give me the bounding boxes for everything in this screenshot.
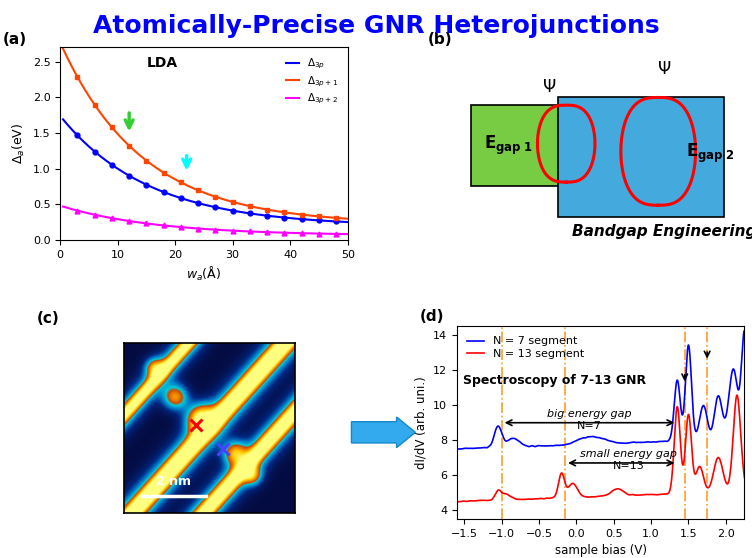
- N = 13 segment: [593, 493, 602, 500]
- N = 7 segment: [679, 408, 688, 415]
- Text: $\mathbf{E_{gap\ 2}}$: $\mathbf{E_{gap\ 2}}$: [686, 142, 735, 165]
- N = 13 segment: [467, 497, 476, 504]
- Text: N=13: N=13: [613, 461, 644, 471]
- N = 7 segment: [732, 376, 741, 382]
- N = 7 segment: [732, 377, 741, 383]
- Text: Bandgap Engineering: Bandgap Engineering: [572, 224, 752, 239]
- Text: $\Psi$: $\Psi$: [656, 60, 671, 78]
- Bar: [472, 105, 592, 186]
- Text: 2 nm: 2 nm: [156, 475, 191, 488]
- N = 13 segment: [732, 392, 741, 398]
- Text: N=7: N=7: [577, 421, 602, 431]
- Text: Atomically-Precise GNR Heterojunctions: Atomically-Precise GNR Heterojunctions: [92, 14, 660, 38]
- Legend: $\Delta_{3p}$, $\Delta_{3p+1}$, $\Delta_{3p+2}$: $\Delta_{3p}$, $\Delta_{3p+1}$, $\Delta_…: [282, 52, 342, 110]
- Line: N = 13 segment: N = 13 segment: [457, 395, 744, 502]
- X-axis label: $w_a$(Å): $w_a$(Å): [186, 265, 222, 283]
- N = 7 segment: [740, 328, 749, 334]
- N = 7 segment: [740, 328, 749, 334]
- Y-axis label: $\Delta_a$(eV): $\Delta_a$(eV): [11, 123, 27, 164]
- Text: Spectroscopy of 7-13 GNR: Spectroscopy of 7-13 GNR: [462, 374, 646, 387]
- N = 13 segment: [584, 494, 593, 501]
- Text: (c): (c): [37, 311, 60, 326]
- Line: N = 7 segment: N = 7 segment: [457, 331, 744, 449]
- Text: LDA: LDA: [147, 56, 177, 70]
- Y-axis label: dI/dV (arb. uni.): dI/dV (arb. uni.): [414, 376, 428, 469]
- Text: big energy gap: big energy gap: [547, 408, 632, 418]
- N = 13 segment: [732, 395, 741, 401]
- Text: small energy gap: small energy gap: [581, 449, 678, 459]
- N = 13 segment: [679, 461, 688, 468]
- Text: (d): (d): [420, 309, 444, 324]
- N = 7 segment: [467, 445, 476, 452]
- Text: $\Psi$: $\Psi$: [542, 78, 556, 95]
- Text: (a): (a): [3, 32, 27, 46]
- N = 7 segment: [593, 434, 602, 441]
- X-axis label: sample bias (V): sample bias (V): [555, 544, 647, 557]
- N = 13 segment: [453, 498, 462, 505]
- N = 13 segment: [732, 396, 741, 402]
- Text: (b): (b): [428, 32, 453, 46]
- Bar: [557, 98, 724, 217]
- N = 13 segment: [740, 474, 749, 481]
- N = 7 segment: [584, 434, 593, 440]
- Text: $\mathbf{E_{gap\ 1}}$: $\mathbf{E_{gap\ 1}}$: [484, 134, 533, 157]
- N = 7 segment: [453, 446, 462, 453]
- Legend: N = 7 segment, N = 13 segment: N = 7 segment, N = 13 segment: [462, 332, 588, 363]
